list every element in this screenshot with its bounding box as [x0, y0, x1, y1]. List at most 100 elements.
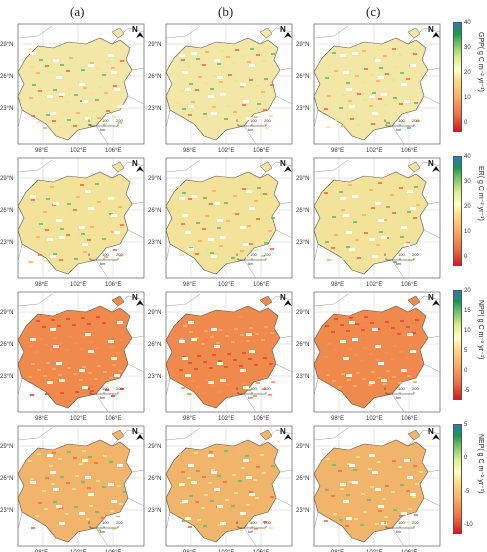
lat-label: 29°N	[0, 444, 13, 450]
lon-label: 106°E	[253, 148, 269, 154]
svg-text:N: N	[428, 293, 434, 302]
lon-label: 102°E	[366, 148, 382, 154]
lat-label: 26°N	[0, 208, 13, 214]
lat-label: 26°N	[148, 342, 161, 348]
svg-text:100: 100	[398, 386, 405, 391]
svg-text:0: 0	[236, 252, 239, 257]
lon-label: 102°E	[70, 148, 86, 154]
svg-text:0: 0	[88, 252, 91, 257]
lat-label: 23°N	[296, 106, 309, 112]
svg-text:km: km	[248, 395, 254, 400]
column-label-c: (c)	[366, 4, 381, 19]
colorbar-title: NPP( g C m⁻² yr⁻¹)	[477, 300, 484, 360]
svg-text:km: km	[396, 395, 402, 400]
svg-text:200: 200	[412, 386, 419, 391]
lat-label: 26°N	[148, 208, 161, 214]
svg-text:0: 0	[88, 118, 91, 123]
lat-label: 26°N	[296, 74, 309, 80]
north-arrow-icon: N	[280, 25, 292, 38]
lon-label: 102°E	[218, 148, 234, 154]
lon-label: 98°E	[183, 416, 196, 422]
lon-label: 106°E	[401, 148, 417, 154]
lon-label: 106°E	[253, 416, 269, 422]
lat-label: 23°N	[0, 106, 13, 112]
lon-label: 98°E	[35, 416, 48, 422]
lat-label: 26°N	[0, 476, 13, 482]
colorbar-tick: 30	[464, 179, 471, 185]
lat-label: 26°N	[148, 74, 161, 80]
map-panel-er-b: 29°N 26°N 23°N 98°E 102°E 106°E N 0 100 200 km	[148, 152, 296, 288]
svg-text:km: km	[248, 261, 254, 266]
lon-label: 102°E	[366, 282, 382, 288]
colorbar-tick: 10	[464, 95, 471, 101]
lat-label: 23°N	[0, 240, 13, 246]
north-arrow-icon: N	[132, 293, 144, 306]
map-panel-npp-c: 29°N 26°N 23°N 98°E 102°E 106°E N 0 100 200 km	[296, 286, 444, 422]
svg-text:200: 200	[116, 252, 123, 257]
colorbar-tick: 20	[464, 288, 471, 294]
colorbar-tick: 10	[464, 328, 471, 334]
colorbar-tick: 15	[464, 308, 471, 314]
svg-text:N: N	[132, 293, 138, 302]
lon-label: 106°E	[401, 282, 417, 288]
scale-bar: 0 100 200 km	[384, 118, 419, 132]
svg-text:0: 0	[384, 252, 387, 257]
lon-label: 102°E	[366, 416, 382, 422]
colorbar-tick: 40	[464, 154, 471, 160]
lon-label: 98°E	[331, 282, 344, 288]
lat-label: 29°N	[148, 310, 161, 316]
scale-bar: 0 100 200 km	[236, 520, 271, 534]
scale-bar: 0 100 200 km	[384, 520, 419, 534]
lat-label: 29°N	[296, 444, 309, 450]
svg-text:km: km	[396, 529, 402, 534]
map-panel-er-c: 29°N 26°N 23°N 98°E 102°E 106°E N 0 100 200 km	[296, 152, 444, 288]
svg-text:km: km	[100, 395, 106, 400]
lon-label: 106°E	[105, 282, 121, 288]
lon-label: 106°E	[105, 416, 121, 422]
svg-text:0: 0	[88, 386, 91, 391]
svg-text:100: 100	[250, 252, 257, 257]
svg-text:0: 0	[384, 386, 387, 391]
svg-text:100: 100	[398, 520, 405, 525]
north-arrow-icon: N	[428, 293, 440, 306]
lat-label: 26°N	[296, 476, 309, 482]
lat-label: 26°N	[0, 74, 13, 80]
lon-label: 98°E	[183, 282, 196, 288]
lat-label: 23°N	[296, 374, 309, 380]
svg-text:N: N	[280, 25, 286, 34]
svg-text:200: 200	[264, 520, 271, 525]
svg-text:200: 200	[116, 118, 123, 123]
lat-label: 23°N	[296, 240, 309, 246]
scale-bar: 0 100 200 km	[88, 252, 123, 266]
lat-label: 23°N	[148, 106, 161, 112]
svg-text:N: N	[428, 159, 434, 168]
north-arrow-icon: N	[132, 159, 144, 172]
scale-bar: 0 100 200 km	[384, 386, 419, 400]
svg-text:200: 200	[264, 252, 271, 257]
lon-label: 102°E	[70, 416, 86, 422]
lat-label: 29°N	[148, 444, 161, 450]
lat-label: 29°N	[148, 176, 161, 182]
svg-text:100: 100	[398, 118, 405, 123]
svg-text:km: km	[100, 127, 106, 132]
svg-text:0: 0	[236, 520, 239, 525]
svg-text:N: N	[132, 25, 138, 34]
svg-text:N: N	[280, 293, 286, 302]
lon-label: 102°E	[70, 282, 86, 288]
lon-label: 106°E	[401, 416, 417, 422]
svg-text:100: 100	[102, 118, 109, 123]
svg-text:km: km	[100, 529, 106, 534]
colorbar-tick: 0	[464, 455, 468, 462]
svg-text:100: 100	[102, 252, 109, 257]
svg-text:100: 100	[398, 252, 405, 257]
lat-label: 26°N	[0, 342, 13, 348]
colorbar-tick: 20	[464, 70, 471, 76]
lat-label: 26°N	[296, 208, 309, 214]
lat-label: 29°N	[0, 176, 13, 182]
